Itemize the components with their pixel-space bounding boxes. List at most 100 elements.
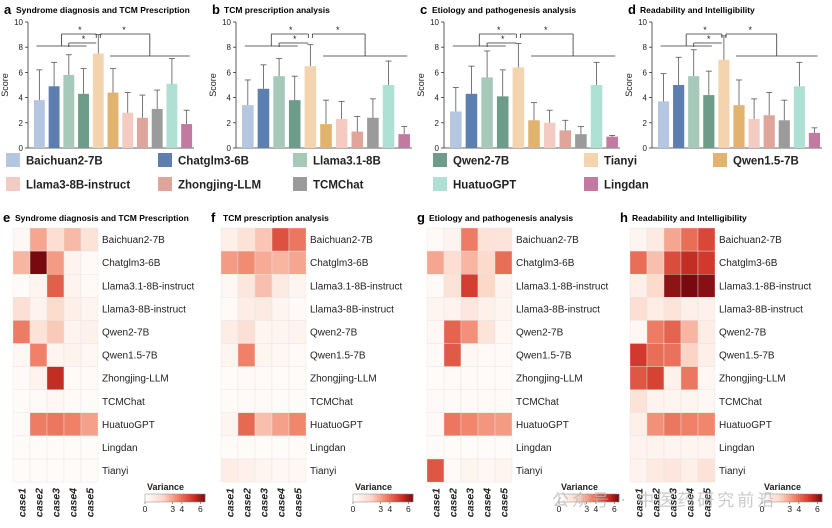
- colorbar-segment: [145, 494, 148, 502]
- heatmap-cell: [477, 250, 496, 275]
- y-tick-label: 6: [643, 68, 648, 77]
- heatmap-cell: [460, 343, 479, 367]
- heatmap-cell: [237, 458, 256, 483]
- bar-qwen2-7b: [703, 95, 715, 148]
- colorbar-segment: [357, 494, 360, 502]
- row-label: Zhongjing-LLM: [719, 374, 786, 385]
- legend-label: Zhongjing-LLM: [178, 180, 261, 192]
- bar-qwen1-5-7b: [528, 120, 540, 148]
- legend-swatch: [6, 177, 20, 191]
- heatmap-cell: [697, 458, 716, 483]
- legend-label: Qwen1.5-7B: [733, 156, 799, 168]
- panel-letter: f: [211, 210, 216, 225]
- colorbar-segment: [772, 494, 775, 502]
- colorbar-segment: [577, 494, 580, 502]
- heatmap-cell: [254, 320, 273, 344]
- heatmap-cell: [80, 458, 99, 483]
- colorbar-segment: [405, 494, 408, 502]
- colorbar-tick-label: 6: [198, 504, 203, 514]
- colorbar-segment: [201, 494, 204, 502]
- heatmap-cell: [12, 412, 31, 437]
- row-label: Zhongjing-LLM: [102, 374, 169, 385]
- heatmap-cell: [63, 389, 82, 414]
- heatmap-cell: [629, 412, 648, 437]
- row-label: TCMChat: [102, 397, 145, 408]
- significance-star: *: [707, 34, 711, 44]
- heatmap-cell: [220, 412, 239, 437]
- colorbar-segment: [573, 494, 576, 502]
- heatmap-cell: [237, 366, 256, 390]
- significance-star: *: [497, 25, 501, 35]
- watermark: 公众号 · 中医药研究前沿: [548, 478, 774, 518]
- row-label: HuatuoGPT: [516, 420, 569, 431]
- row-label: Lingdan: [516, 443, 552, 454]
- colorbar-tick-label: 0: [143, 504, 148, 514]
- heatmap-cell: [443, 435, 462, 460]
- colorbar-segment: [381, 494, 384, 502]
- bar-qwen2-7b: [78, 93, 89, 148]
- row-label: TCMChat: [310, 397, 353, 408]
- heatmap-cell: [237, 297, 256, 321]
- row-label: Tianyi: [102, 466, 128, 477]
- colorbar-segment: [189, 494, 192, 502]
- heatmap-cell: [494, 343, 513, 367]
- bar-huatuogpt: [382, 85, 395, 148]
- column-label: case3: [465, 488, 477, 517]
- column-label: case4: [276, 488, 288, 517]
- legend: Baichuan2-7B Chatglm3-6B Llama3.1-8B Llama3…: [6, 153, 799, 192]
- heatmap-cell: [288, 320, 307, 344]
- heatmap-cell: [80, 366, 99, 390]
- bar-chatglm3-6b: [48, 86, 60, 148]
- heatmap-cell: [80, 343, 99, 367]
- legend-label: Tianyi: [604, 156, 637, 168]
- colorbar-segment: [613, 494, 616, 502]
- heatmap-cell: [443, 458, 462, 483]
- heatmap-cell: [271, 343, 290, 367]
- colorbar-segment: [796, 494, 799, 502]
- heatmap-cell: [271, 250, 290, 275]
- heatmap-cell: [697, 389, 716, 414]
- panel-title: TCM prescription analysis: [224, 5, 330, 15]
- colorbar-segment: [157, 494, 160, 502]
- heatmap-cell: [63, 297, 82, 321]
- bar-huatuogpt: [166, 83, 178, 148]
- row-label: Tianyi: [719, 466, 745, 477]
- panel-letter: g: [417, 210, 425, 225]
- heatmap-cell: [80, 412, 99, 437]
- heatmap-cell: [646, 250, 665, 275]
- legend-label: Llama3-8B-instruct: [26, 180, 130, 192]
- bar-chatglm3-6b: [673, 85, 685, 148]
- heatmap-cell: [629, 227, 648, 252]
- y-tick-label: 0: [435, 144, 440, 153]
- row-label: Qwen1.5-7B: [310, 351, 366, 362]
- heatmap-cell: [288, 297, 307, 321]
- heatmap-cell: [271, 274, 290, 298]
- legend-item-huatuogpt: HuatuoGPT: [433, 177, 516, 192]
- heatmap-cell: [426, 320, 445, 344]
- bar-baichuan2-7b: [657, 101, 670, 148]
- colorbar-segment: [373, 494, 376, 502]
- colorbar-segment: [589, 494, 592, 502]
- colorbar-segment: [770, 494, 773, 502]
- heatmap-cell: [220, 250, 239, 275]
- colorbar-segment: [786, 494, 789, 502]
- colorbar-segment: [385, 494, 388, 502]
- colorbar-title: Variance: [764, 482, 801, 492]
- colorbar-segment: [361, 494, 364, 502]
- heatmap-cell: [663, 320, 682, 344]
- row-label: Llama3.1-8B-instruct: [310, 281, 402, 292]
- legend-label: Qwen2-7B: [453, 156, 509, 168]
- bar-lingdan: [181, 124, 193, 148]
- y-tick-label: 6: [227, 68, 232, 77]
- colorbar-segment: [173, 494, 176, 502]
- colorbar-tick-label: 4: [180, 504, 185, 514]
- y-tick-label: 2: [19, 119, 24, 128]
- colorbar-segment: [169, 494, 172, 502]
- heatmap-cell: [46, 250, 65, 275]
- colorbar-segment: [197, 494, 200, 502]
- colorbar-segment: [599, 494, 602, 502]
- heatmap-cell: [477, 227, 496, 252]
- colorbar-segment: [401, 494, 404, 502]
- colorbar-tick-label: 3: [584, 504, 589, 514]
- column-label: case3: [259, 488, 271, 517]
